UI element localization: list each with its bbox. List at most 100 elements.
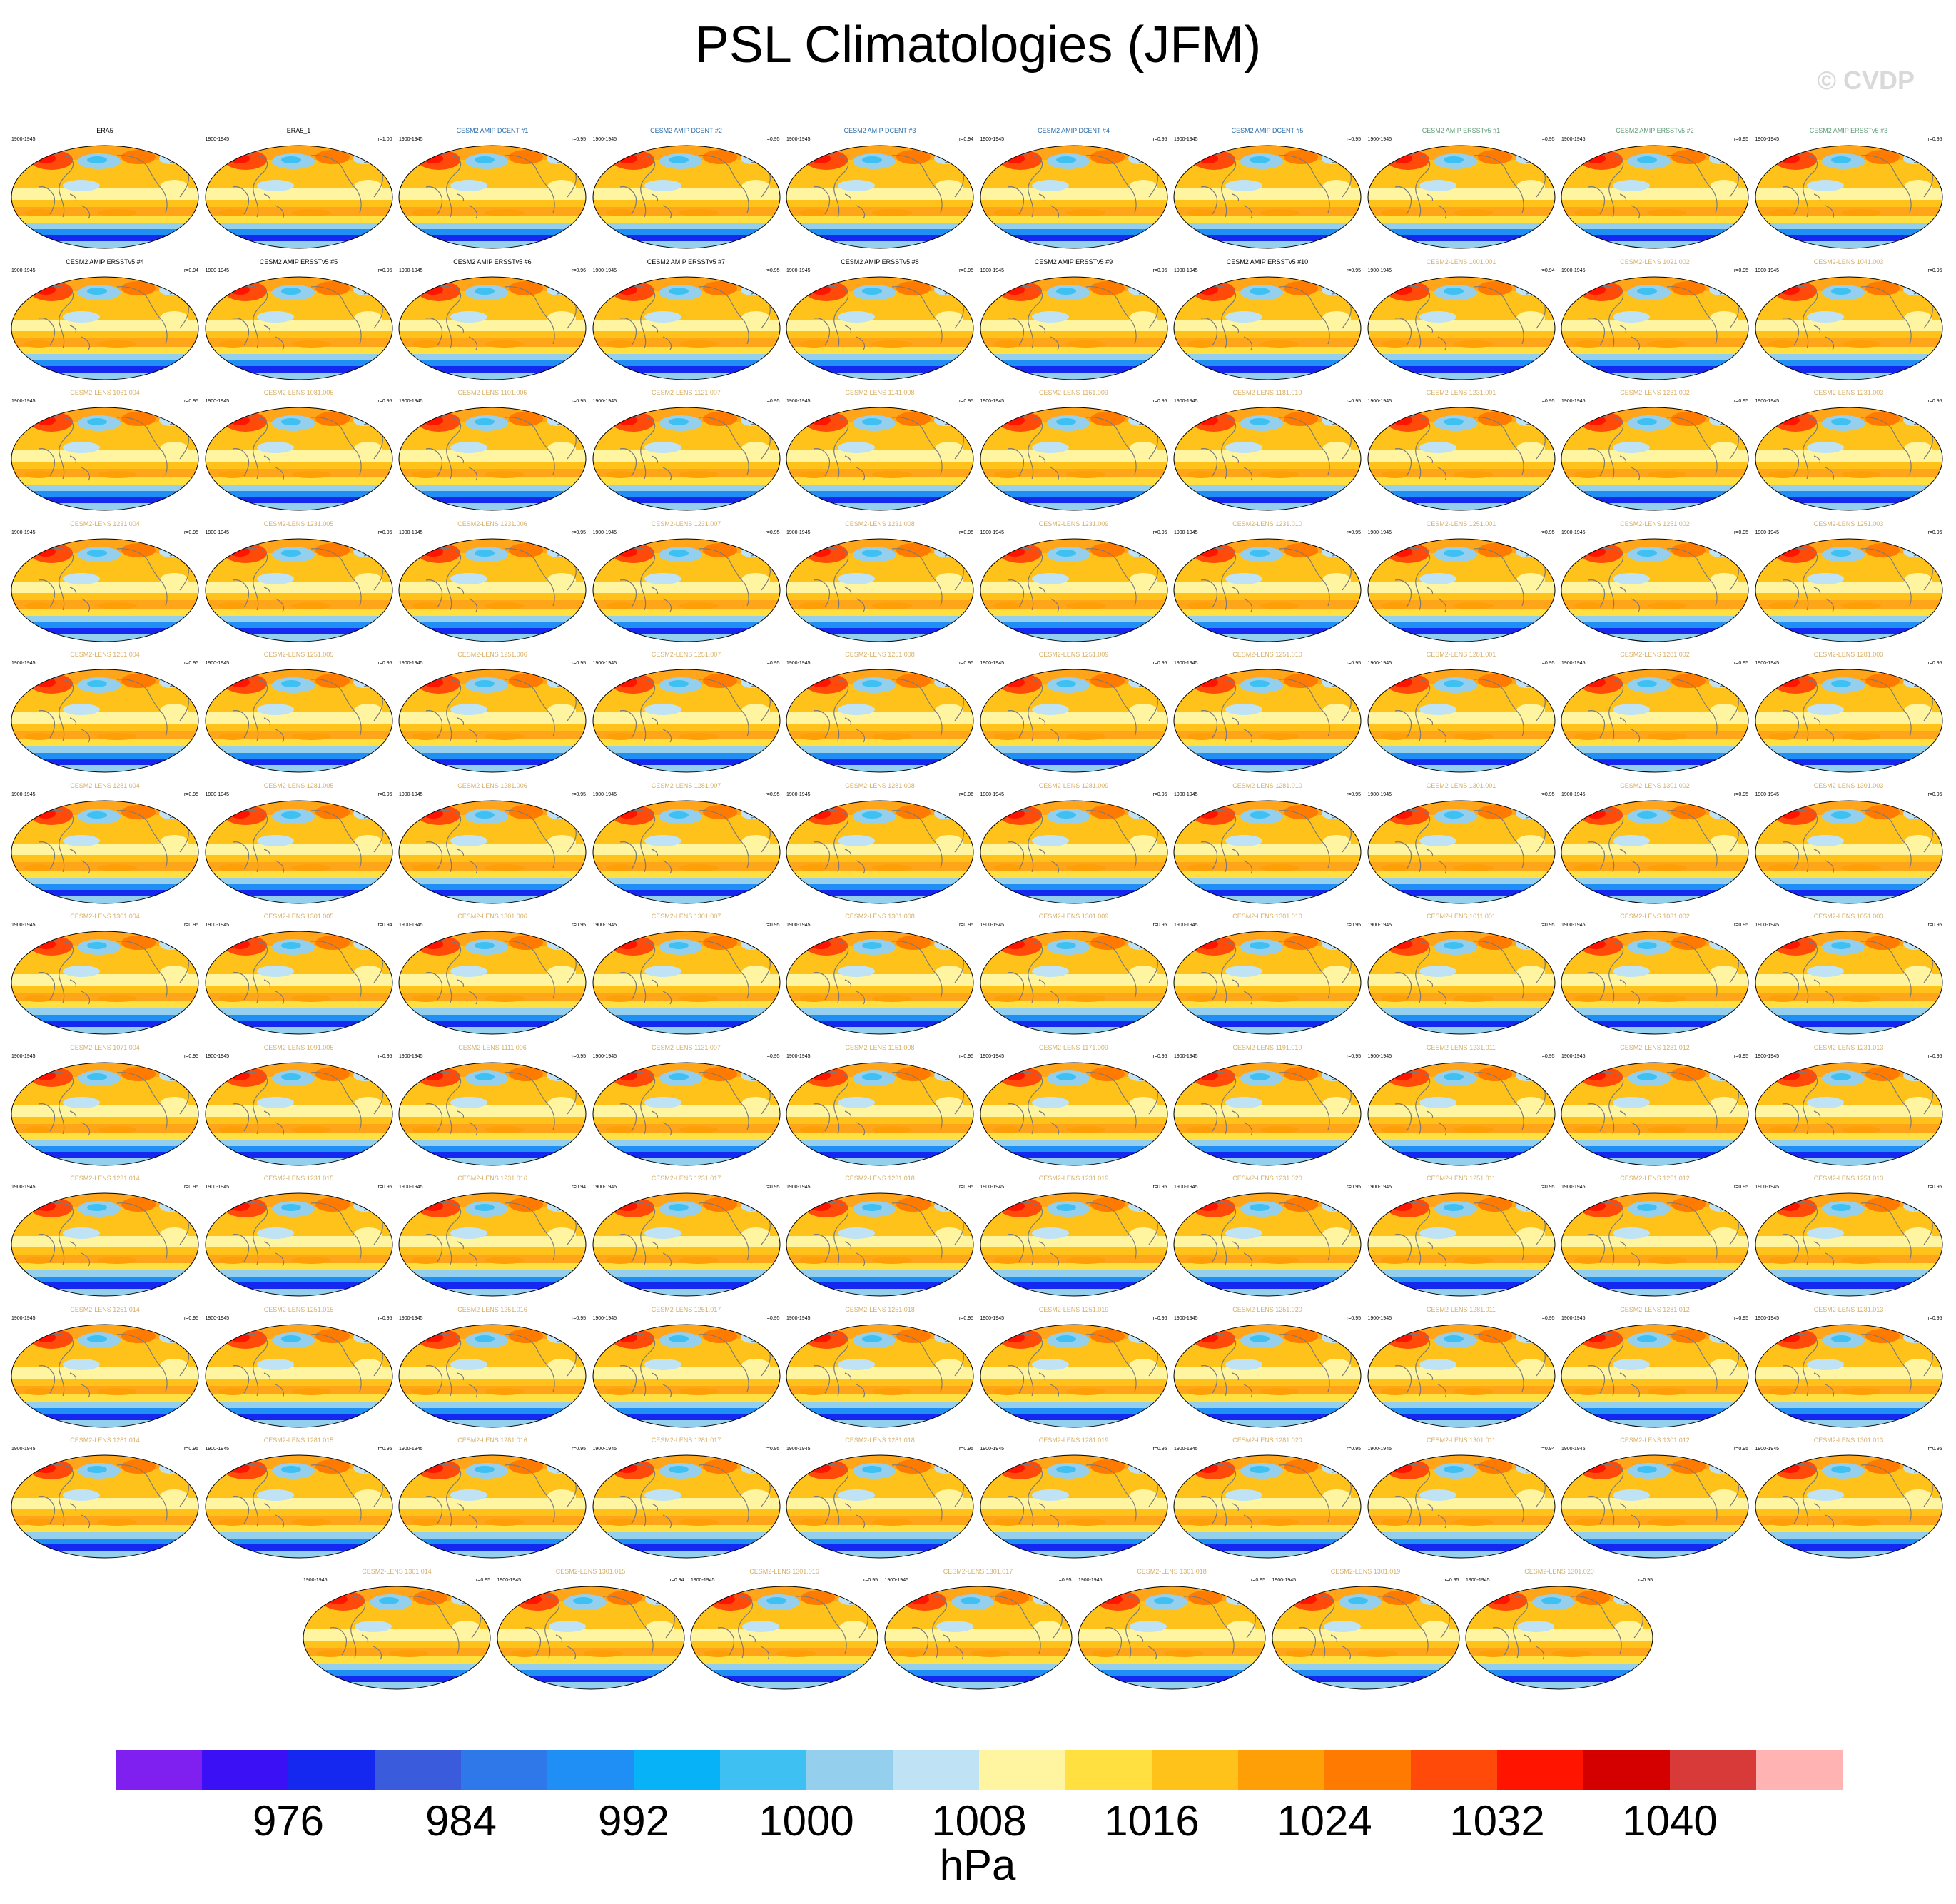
panel-period-label: 1900-1945 [205, 399, 229, 404]
panel-period-label: 1900-1945 [786, 1315, 811, 1321]
panel-period-label: 1900-1945 [1755, 1315, 1779, 1321]
psl-map [1367, 669, 1555, 773]
panel-title: CESM2-LENS 1281.004 [70, 781, 140, 789]
panel-title: CESM2-LENS 1251.002 [1620, 520, 1690, 527]
panel-correlation-label: r=0.95 [863, 1577, 878, 1583]
colorbar-box [634, 1750, 721, 1790]
panel-title: CESM2-LENS 1251.004 [70, 651, 140, 658]
panel-title: CESM2-LENS 1251.013 [1813, 1175, 1884, 1182]
psl-map [1755, 1192, 1942, 1297]
panel-period-label: 1900-1945 [1367, 399, 1392, 404]
panel-period-label: 1900-1945 [1755, 1447, 1779, 1452]
psl-panel: CESM2-LENS 1301.013 1900-1945 r=0.95 [1754, 1437, 1944, 1559]
colorbar-unit-label: hPa [940, 1841, 1016, 1889]
psl-panel: CESM2-LENS 1281.009 1900-1945 r=0.95 [979, 782, 1169, 905]
psl-panel: CESM2-LENS 1281.017 1900-1945 r=0.95 [592, 1437, 781, 1559]
panel-correlation-label: r=0.95 [1733, 530, 1748, 535]
psl-map [786, 407, 974, 511]
psl-panel: CESM2-LENS 1081.005 1900-1945 r=0.95 [204, 389, 394, 512]
psl-map [205, 931, 392, 1035]
psl-map [980, 1324, 1167, 1427]
panel-title: CESM2-LENS 1301.018 [1137, 1567, 1207, 1575]
panel-title: CESM2-LENS 1251.006 [457, 651, 527, 658]
panel-title: CESM2-LENS 1281.006 [457, 781, 527, 789]
psl-map [1367, 1062, 1555, 1165]
psl-panel: CESM2-LENS 1251.020 1900-1945 r=0.95 [1172, 1306, 1362, 1429]
psl-map [398, 669, 587, 773]
panel-title: CESM2-LENS 1231.018 [845, 1175, 915, 1182]
psl-map [398, 1062, 587, 1165]
panel-period-label: 1900-1945 [980, 1053, 1004, 1059]
panel-correlation-label: r=0.94 [669, 1577, 684, 1583]
colorbar-box [1238, 1750, 1325, 1790]
panel-correlation-label: r=0.95 [1346, 1185, 1361, 1190]
panel-period-label: 1900-1945 [592, 1185, 617, 1190]
panel-title: CESM2-LENS 1281.012 [1620, 1305, 1690, 1313]
panel-period-label: 1900-1945 [1755, 791, 1779, 797]
psl-panel: CESM2 AMIP ERSSTv5 #6 1900-1945 r=0.96 [397, 258, 587, 381]
panel-correlation-label: r=0.95 [765, 1185, 780, 1190]
panel-correlation-label: r=0.95 [377, 530, 392, 535]
panel-title: CESM2-LENS 1301.006 [457, 913, 527, 920]
panel-title: CESM2-LENS 1301.010 [1232, 913, 1302, 920]
psl-panel: CESM2-LENS 1231.019 1900-1945 r=0.95 [979, 1175, 1169, 1297]
psl-panel: CESM2-LENS 1281.014 1900-1945 r=0.95 [10, 1437, 200, 1559]
panel-correlation-label: r=0.95 [765, 399, 780, 404]
psl-map [1755, 1324, 1942, 1427]
psl-panel: CESM2-LENS 1281.007 1900-1945 r=0.95 [592, 782, 781, 905]
psl-map [1367, 538, 1555, 642]
psl-map [1173, 931, 1362, 1035]
panel-title: CESM2-LENS 1301.017 [943, 1567, 1013, 1575]
psl-panel: CESM2-LENS 1251.009 1900-1945 r=0.95 [979, 651, 1169, 774]
colorbar-box [979, 1750, 1066, 1790]
panel-title: CESM2-LENS 1021.002 [1620, 258, 1690, 265]
panel-period-label: 1900-1945 [786, 1447, 811, 1452]
panel-correlation-label: r=0.95 [571, 923, 586, 928]
panel-title: CESM2-LENS 1301.015 [555, 1567, 626, 1575]
panel-correlation-label: r=0.95 [571, 791, 586, 797]
panel-correlation-label: r=0.95 [765, 791, 780, 797]
psl-map [1465, 1586, 1653, 1689]
psl-map [1367, 407, 1555, 511]
panel-period-label: 1900-1945 [1174, 268, 1198, 273]
psl-panel: CESM2-LENS 1301.006 1900-1945 r=0.95 [397, 913, 587, 1035]
psl-panel: CESM2-LENS 1021.002 1900-1945 r=0.95 [1560, 258, 1750, 381]
psl-map [398, 407, 587, 511]
panel-title: CESM2-LENS 1301.005 [263, 913, 334, 920]
panel-correlation-label: r=0.95 [1152, 530, 1167, 535]
panel-title: CESM2-LENS 1281.007 [651, 781, 721, 789]
psl-panel: CESM2 AMIP DCENT #5 1900-1945 r=0.95 [1172, 127, 1362, 250]
psl-map [1755, 145, 1942, 249]
psl-panel: CESM2-LENS 1281.001 1900-1945 r=0.95 [1367, 651, 1556, 774]
psl-map [980, 931, 1167, 1035]
panel-correlation-label: r=0.95 [958, 1185, 973, 1190]
panel-period-label: 1900-1945 [1755, 268, 1779, 273]
panel-correlation-label: r=0.96 [571, 268, 586, 273]
psl-map [398, 800, 587, 903]
panel-period-label: 1900-1945 [1755, 137, 1779, 142]
panel-title: CESM2-LENS 1251.001 [1426, 520, 1496, 527]
panel-period-label: 1900-1945 [592, 530, 617, 535]
panel-correlation-label: r=0.95 [1927, 923, 1942, 928]
panel-period-label: 1900-1945 [592, 137, 617, 142]
psl-panel: CESM2-LENS 1301.010 1900-1945 r=0.95 [1172, 913, 1362, 1035]
panel-title: CESM2-LENS 1301.011 [1427, 1437, 1496, 1444]
psl-panel: CESM2 AMIP ERSSTv5 #8 1900-1945 r=0.95 [785, 258, 975, 381]
psl-panel: CESM2-LENS 1251.006 1900-1945 r=0.95 [397, 651, 587, 774]
panel-period-label: 1900-1945 [11, 530, 36, 535]
panel-period-label: 1900-1945 [691, 1577, 715, 1583]
panel-correlation-label: r=0.95 [571, 1447, 586, 1452]
panel-period-label: 1900-1945 [205, 661, 229, 666]
psl-panel: CESM2-LENS 1251.005 1900-1945 r=0.95 [204, 651, 394, 774]
panel-period-label: 1900-1945 [980, 399, 1004, 404]
psl-panel: CESM2-LENS 1231.001 1900-1945 r=0.95 [1367, 389, 1556, 512]
panel-period-label: 1900-1945 [592, 791, 617, 797]
panel-title: CESM2-LENS 1191.010 [1232, 1043, 1302, 1051]
panel-period-label: 1900-1945 [399, 661, 423, 666]
psl-panel: CESM2-LENS 1301.003 1900-1945 r=0.95 [1754, 782, 1944, 905]
psl-panel: CESM2-LENS 1111.006 1900-1945 r=0.95 [397, 1044, 587, 1167]
panel-correlation-label: r=0.95 [765, 1315, 780, 1321]
psl-map [1173, 1062, 1362, 1165]
panel-title: CESM2 AMIP ERSSTv5 #4 [66, 258, 144, 265]
psl-map [205, 145, 392, 249]
